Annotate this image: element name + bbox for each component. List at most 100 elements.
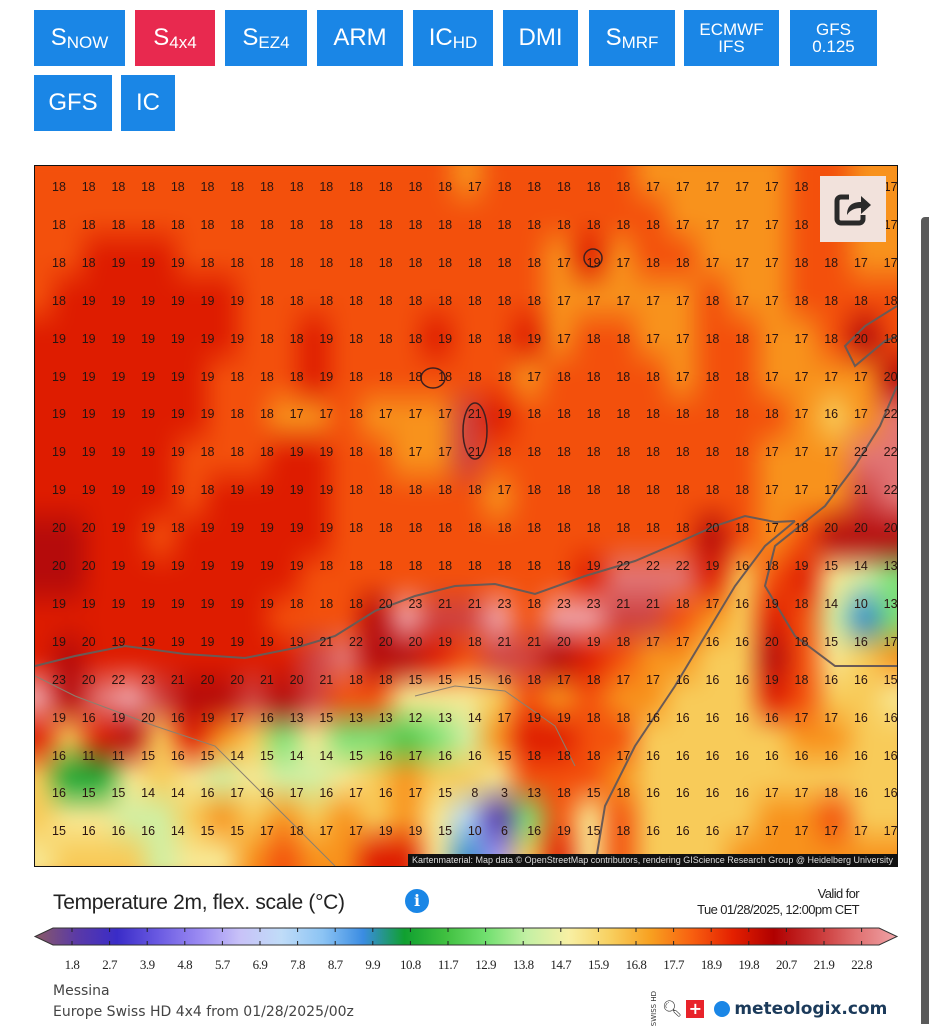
grid-value: 18: [259, 180, 274, 194]
model-button-gfs0125[interactable]: GFS 0.125: [790, 10, 877, 66]
grid-value: 18: [497, 445, 512, 460]
model-button-dmi[interactable]: DMI: [503, 10, 578, 66]
grid-value: 19: [527, 331, 542, 346]
grid-value: 18: [497, 293, 512, 308]
grid-value: 16: [646, 748, 660, 763]
grid-value: 18: [170, 521, 185, 536]
grid-value: 19: [438, 331, 453, 346]
grid-value: 18: [497, 559, 512, 573]
grid-value: 21: [467, 596, 482, 611]
grid-value: 19: [170, 445, 185, 460]
grid-value: 18: [586, 445, 601, 460]
grid-value: 18: [319, 293, 334, 308]
model-button-ecmwfifs[interactable]: ECMWF IFS: [684, 10, 779, 66]
grid-value: 18: [200, 180, 215, 194]
grid-value: 18: [586, 331, 601, 346]
model-button-arm[interactable]: ARM: [317, 10, 403, 66]
grid-value: 10: [467, 824, 482, 839]
model-button-sez4[interactable]: S EZ4: [225, 10, 307, 66]
grid-value: 18: [824, 293, 839, 308]
grid-value: 22: [349, 634, 363, 649]
grid-value: 17: [556, 293, 571, 308]
model-button-ichd[interactable]: IC HD: [413, 10, 493, 66]
grid-value: 20: [883, 369, 898, 384]
grid-value: 18: [319, 255, 334, 270]
grid-value: 17: [527, 369, 542, 384]
grid-value: 18: [200, 255, 215, 270]
grid-value: 18: [527, 445, 542, 460]
model-button-ic[interactable]: IC: [121, 75, 175, 131]
grid-value: 19: [141, 521, 156, 536]
model-button-s4x4[interactable]: S 4x4: [135, 10, 215, 66]
brand-logo[interactable]: SWISS HD 🔍︎ + meteologix.com: [650, 991, 895, 1026]
grid-value: 17: [883, 255, 898, 270]
model-subscript: EZ4: [258, 32, 290, 52]
grid-value: 17: [646, 293, 660, 308]
grid-value: 16: [705, 710, 720, 725]
grid-value: 13: [289, 710, 304, 725]
grid-value: 18: [319, 596, 334, 611]
grid-value: 20: [408, 634, 423, 649]
grid-value: 16: [200, 786, 215, 801]
grid-value: 18: [378, 672, 393, 687]
info-icon[interactable]: i: [405, 889, 429, 913]
grid-value: 17: [764, 293, 779, 308]
model-button-snow[interactable]: S NOW: [34, 10, 125, 66]
grid-value: 19: [81, 445, 96, 460]
grid-value: 18: [170, 217, 185, 232]
grid-value: 20: [52, 559, 66, 573]
grid-value: 18: [646, 255, 660, 270]
grid-value: 18: [438, 255, 453, 270]
grid-value: 18: [556, 407, 571, 422]
magnifier-icon: 🔍︎: [662, 999, 683, 1019]
grid-value: 21: [319, 672, 334, 687]
grid-value: 19: [794, 559, 809, 573]
grid-value: 19: [141, 445, 156, 460]
grid-value: 15: [141, 748, 156, 763]
grid-value: 18: [705, 483, 720, 498]
color-scale-label: 14.7: [550, 957, 572, 972]
color-scale-label: 22.8: [851, 957, 872, 972]
grid-value: 15: [438, 786, 453, 801]
grid-value: 18: [675, 596, 690, 611]
model-button-smrf[interactable]: S MRF: [589, 10, 675, 66]
grid-value: 19: [170, 255, 185, 270]
model-button-gfs[interactable]: GFS: [34, 75, 112, 131]
grid-value: 18: [200, 483, 215, 498]
grid-value: 18: [467, 521, 482, 536]
grid-value: 16: [883, 748, 898, 763]
grid-value: 18: [378, 369, 393, 384]
scrollbar[interactable]: [921, 217, 929, 1024]
color-scale-gradient: [33, 927, 899, 946]
grid-value: 19: [111, 483, 126, 498]
grid-value: 18: [289, 255, 304, 270]
grid-value: 16: [853, 748, 868, 763]
color-scale-label: 19.8: [738, 957, 760, 972]
grid-value: 18: [616, 710, 631, 725]
grid-value: 17: [735, 293, 750, 308]
grid-value: 19: [259, 521, 274, 536]
grid-value: 14: [230, 748, 245, 763]
grid-value: 19: [556, 824, 571, 839]
grid-value: 18: [556, 445, 571, 460]
grid-value: 22: [883, 445, 898, 460]
grid-value: 16: [705, 634, 720, 649]
grid-value: 21: [467, 445, 482, 460]
grid-value: 19: [586, 559, 601, 573]
color-scale-label: 11.7: [437, 957, 459, 972]
grid-value: 19: [111, 255, 126, 270]
grid-value: 19: [438, 634, 453, 649]
grid-value: 18: [675, 445, 690, 460]
grid-value: 13: [349, 710, 363, 725]
grid-value: 18: [527, 407, 542, 422]
grid-value: 18: [527, 672, 542, 687]
grid-value: 17: [735, 824, 750, 839]
grid-value: 17: [735, 180, 750, 194]
grid-value: 16: [735, 710, 750, 725]
temperature-map[interactable]: 18 18 18 18 18 18 18 18 18 18 18 18 18 18 17 18 18 18 18 18…: [34, 165, 898, 867]
grid-value: 16: [705, 824, 720, 839]
grid-value: 18: [735, 369, 750, 384]
model-subscript: IFS: [718, 37, 745, 56]
share-button[interactable]: [820, 176, 886, 242]
grid-value: 18: [794, 255, 809, 270]
